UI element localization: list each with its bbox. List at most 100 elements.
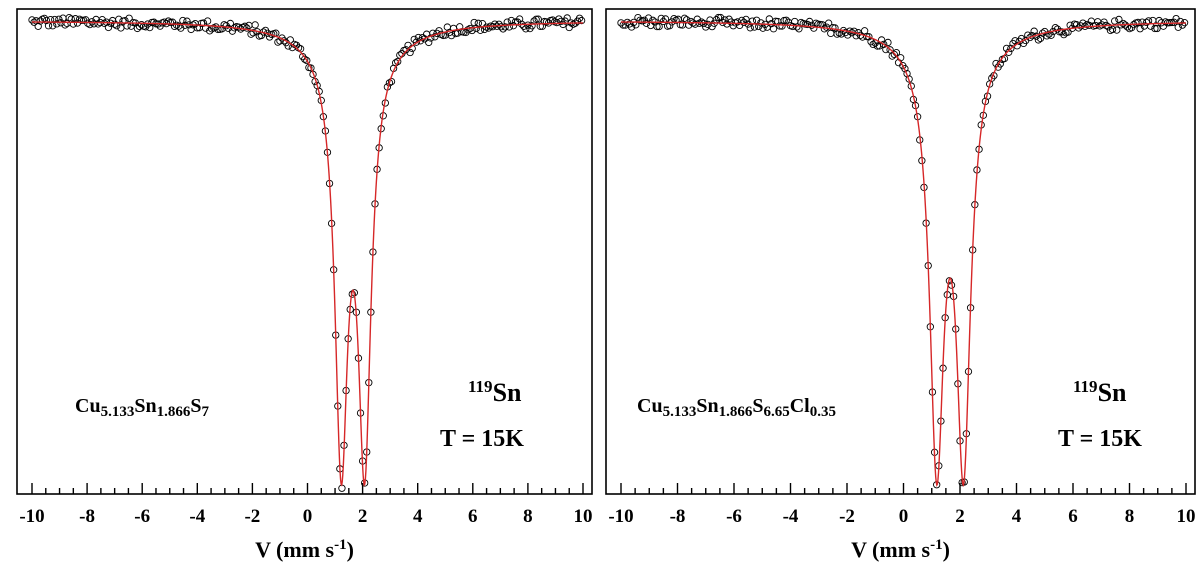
data-point — [146, 23, 154, 32]
sample-formula-label: Cu5.133Sn1.866S6.65Cl0.35 — [637, 395, 836, 420]
data-point — [501, 23, 509, 31]
x-tick-label: 8 — [523, 506, 533, 527]
data-point — [226, 19, 235, 28]
data-point — [127, 22, 135, 30]
data-point — [251, 21, 259, 29]
data-point — [301, 55, 309, 63]
x-axis-title: V (mm s-1) — [851, 537, 950, 562]
data-point — [307, 64, 315, 72]
data-point — [865, 33, 873, 41]
x-tick-label: 2 — [358, 506, 368, 527]
data-point — [1142, 18, 1151, 27]
data-point — [447, 31, 456, 40]
data-point — [769, 25, 778, 33]
data-point — [406, 48, 414, 57]
data-point — [303, 56, 311, 65]
data-point — [886, 46, 894, 54]
data-point — [655, 22, 663, 31]
data-point — [680, 14, 689, 22]
data-point — [691, 20, 699, 28]
data-point — [1111, 17, 1119, 25]
data-point — [563, 14, 571, 22]
data-point — [759, 24, 767, 32]
data-point — [203, 17, 212, 25]
data-point — [782, 16, 790, 24]
data-point — [1134, 18, 1142, 27]
data-point — [534, 15, 542, 23]
data-point — [524, 21, 532, 29]
data-point — [890, 50, 898, 59]
x-tick-label: 10 — [574, 506, 593, 527]
data-point — [575, 14, 584, 22]
data-point — [53, 20, 61, 28]
data-point — [88, 18, 96, 26]
isotope-label: 119Sn — [468, 377, 522, 407]
x-tick-label: 10 — [1177, 506, 1196, 527]
data-point — [412, 38, 420, 46]
left-panel: -10 -8 -6 -4 -2 0 2 4 6 8 10 V (mm s-1) Cu5.133Sn1.8… — [16, 8, 593, 562]
x-tick-label: 4 — [1012, 506, 1022, 527]
data-point — [788, 22, 797, 31]
data-point — [1104, 23, 1112, 31]
data-point — [1030, 27, 1038, 35]
data-point — [1005, 48, 1013, 56]
data-point — [484, 24, 493, 32]
x-tick-label: 0 — [899, 506, 909, 527]
data-point — [28, 16, 36, 24]
data-point — [1119, 19, 1127, 28]
data-point — [577, 16, 586, 25]
data-point — [536, 22, 544, 30]
x-tick-label: -10 — [19, 506, 44, 527]
data-point — [472, 24, 480, 33]
x-tick-label: -6 — [726, 506, 742, 527]
data-point — [1034, 36, 1043, 44]
data-point — [505, 23, 513, 31]
x-tick-label: 2 — [955, 506, 965, 527]
data-point — [649, 16, 657, 24]
data-point — [793, 23, 801, 31]
data-point — [716, 13, 725, 22]
x-tick-label: -6 — [134, 506, 150, 527]
data-point — [653, 22, 661, 31]
data-point — [1178, 21, 1187, 29]
data-point — [247, 30, 255, 38]
data-point — [831, 24, 839, 32]
data-point — [1047, 31, 1055, 39]
plot-frame — [605, 8, 1196, 495]
x-tick-label: -8 — [79, 506, 95, 527]
data-point — [296, 45, 305, 53]
data-point — [125, 14, 133, 22]
data-point — [77, 16, 86, 24]
x-tick-label: -4 — [189, 506, 205, 527]
x-axis-title: V (mm s-1) — [255, 537, 354, 562]
data-point — [464, 26, 472, 34]
x-tick-label: 6 — [468, 506, 478, 527]
x-tick-label: -10 — [608, 506, 633, 527]
data-point — [1153, 24, 1161, 33]
data-point — [491, 20, 499, 28]
data-point — [1151, 24, 1159, 33]
data-point — [133, 24, 142, 33]
data-point — [394, 57, 402, 66]
data-point — [1002, 44, 1011, 53]
data-point — [1060, 30, 1068, 39]
data-point — [1123, 23, 1132, 31]
data-point — [249, 29, 257, 37]
data-point — [1045, 30, 1053, 38]
data-point — [1113, 26, 1121, 34]
data-point — [810, 24, 818, 32]
x-tick-label: -2 — [244, 506, 260, 527]
data-point — [476, 26, 485, 34]
data-point — [1149, 16, 1157, 25]
data-point — [1011, 37, 1019, 45]
data-point — [824, 19, 833, 27]
data-point — [49, 22, 57, 30]
right-panel: -10 -8 -6 -4 -2 0 2 4 6 8 10 V (mm s-1) Cu5.133Sn1.8… — [605, 8, 1196, 562]
data-point — [746, 24, 754, 32]
fit-curve — [32, 21, 584, 487]
data-point — [385, 79, 394, 87]
data-point — [627, 23, 636, 31]
data-point — [538, 22, 547, 30]
data-point — [776, 22, 784, 30]
